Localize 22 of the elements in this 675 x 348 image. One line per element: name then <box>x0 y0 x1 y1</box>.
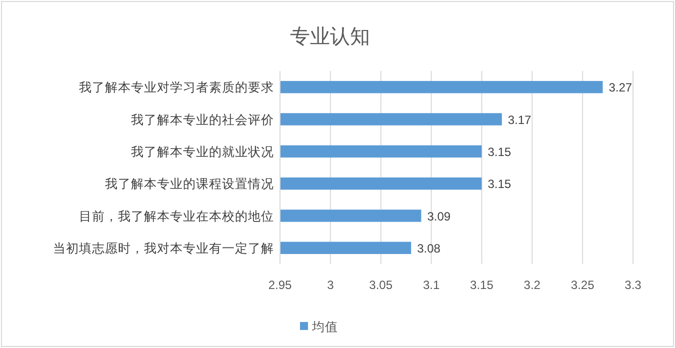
y-tick-label: 当初填志愿时，我对本专业有一定了解 <box>53 241 274 256</box>
chart-title: 专业认知 <box>290 26 370 48</box>
x-tick-label: 3.3 <box>624 278 642 292</box>
data-label: 3.15 <box>488 144 512 159</box>
x-tick-label: 2.95 <box>268 278 292 292</box>
data-label: 3.08 <box>417 241 441 256</box>
legend-label: 均值 <box>311 320 338 334</box>
data-label: 3.09 <box>427 209 451 224</box>
y-tick-label: 目前，我了解本专业在本校的地位 <box>79 209 274 224</box>
data-label: 3.17 <box>508 112 532 127</box>
x-tick-label: 3.1 <box>422 278 440 292</box>
data-label: 3.27 <box>608 80 632 95</box>
y-tick-label: 我了解本专业的课程设置情况 <box>105 177 274 192</box>
x-tick-label: 3.25 <box>570 278 595 292</box>
data-label: 3.15 <box>488 177 512 192</box>
y-tick-label: 我了解本专业的社会评价 <box>131 112 274 127</box>
y-tick-label: 我了解本专业对学习者素质的要求 <box>79 80 274 95</box>
y-tick-label: 我了解本专业的就业状况 <box>131 144 274 159</box>
x-tick-label: 3 <box>327 278 334 292</box>
x-tick-label: 3.05 <box>369 278 393 292</box>
x-tick-label: 3.15 <box>470 278 494 292</box>
x-tick-label: 3.2 <box>524 278 541 292</box>
